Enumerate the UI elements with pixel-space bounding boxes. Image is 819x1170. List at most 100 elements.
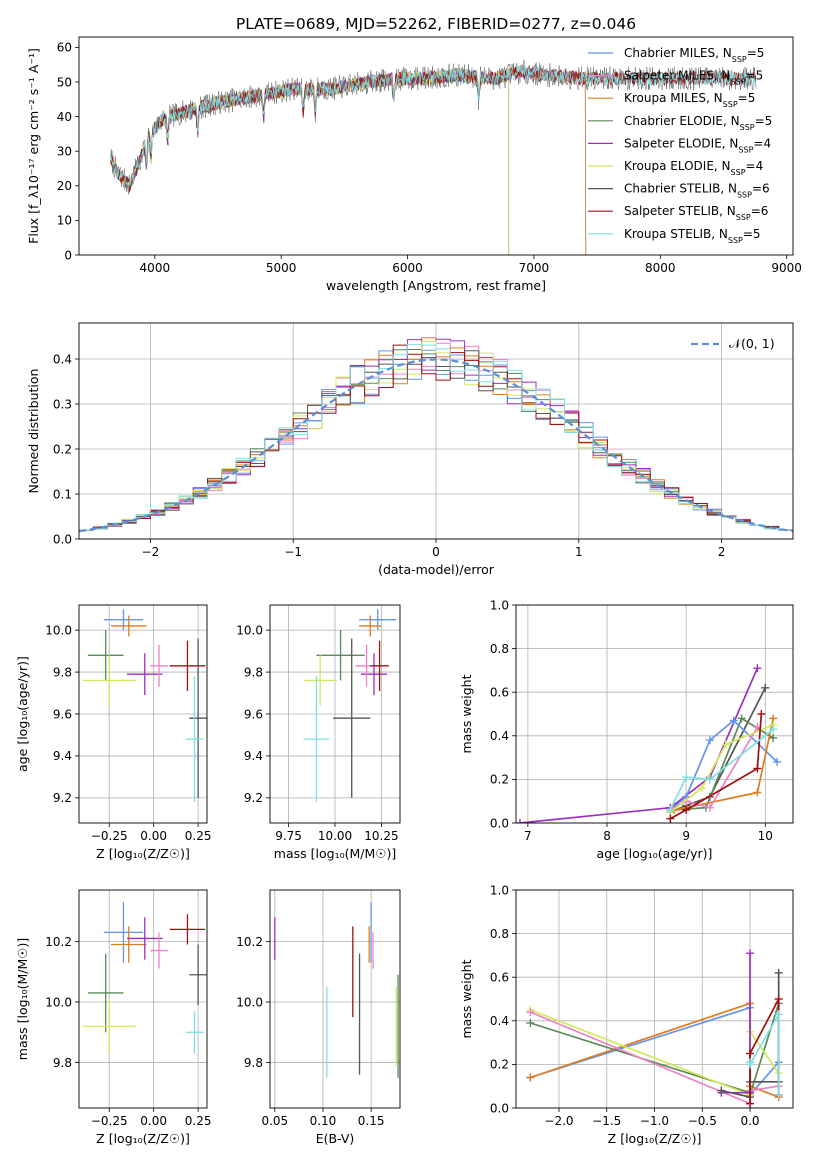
plot-area <box>526 949 783 1108</box>
y-tick-label: 0.0 <box>490 1101 509 1115</box>
x-tick-label: −1.0 <box>640 1114 669 1128</box>
series-marker <box>526 1073 535 1082</box>
y-tick-label: 9.8 <box>53 665 72 679</box>
chart-age-vs-Z: −0.25 0.00 0.25 9.2 9.4 9.6 9.8 10.0 Z [log₁₀(Z/… <box>15 604 211 861</box>
series-line <box>669 724 774 813</box>
y-tick-label: 10.0 <box>236 995 263 1009</box>
series-marker <box>526 1018 535 1027</box>
axes: 7 8 9 10 0.0 0.2 0.4 0.6 0.8 1.0 age [log₁₀(age/yr… <box>459 598 794 861</box>
x-tick-label: −0.5 <box>688 1114 717 1128</box>
y-tick-label: 10.0 <box>236 623 263 637</box>
x-axis-label: Z [log₁₀(Z/Z☉)] <box>608 1131 702 1146</box>
y-tick-label: 0.2 <box>490 773 509 787</box>
plot-area <box>82 902 207 1054</box>
x-tick-label: 5000 <box>266 261 297 275</box>
axes-frame <box>269 889 401 1109</box>
errorbar-point <box>316 630 365 681</box>
series-marker <box>526 1008 535 1017</box>
y-tick-label: 20 <box>57 179 72 193</box>
x-axis-label: Z [log₁₀(Z/Z☉)] <box>96 846 190 861</box>
x-tick-label: 0.0 <box>740 1114 759 1128</box>
errorbar-point <box>303 655 337 706</box>
errorbar-point <box>361 653 387 696</box>
axes-frame <box>515 604 794 824</box>
y-axis-label: mass weight <box>459 959 474 1038</box>
legend-entry: Salpeter STELIB, NSSP=6 <box>624 204 768 222</box>
errorbar-point <box>189 944 207 1006</box>
series-marker <box>774 1010 783 1019</box>
x-tick-label: −0.25 <box>91 829 128 843</box>
y-tick-label: 0.2 <box>490 1058 509 1072</box>
x-tick-label: −1.5 <box>592 1114 621 1128</box>
plot-area <box>303 609 397 803</box>
x-tick-label: −1 <box>284 545 302 559</box>
series-marker <box>682 773 691 782</box>
chart-mass-vs-ebv: 0.05 0.10 0.15 9.8 10.0 10.2 E(B-V) <box>236 889 401 1146</box>
x-tick-label: 0.25 <box>185 1114 212 1128</box>
axes-frame <box>78 36 794 256</box>
y-tick-label: 0.4 <box>490 729 509 743</box>
y-tick-label: 10 <box>57 214 72 228</box>
y-tick-label: 0.3 <box>53 397 72 411</box>
legend-entry: Salpeter MILES, NSSP=5 <box>624 69 763 87</box>
y-axis-label: mass weight <box>459 674 474 753</box>
x-tick-label: 2 <box>718 545 726 559</box>
x-tick-label: 9000 <box>771 261 802 275</box>
x-axis-label: E(B-V) <box>316 1131 355 1146</box>
y-tick-label: 0 <box>64 248 72 262</box>
axes-frame <box>78 322 794 540</box>
x-tick-label: 9 <box>682 829 690 843</box>
y-tick-label: 0.1 <box>53 487 72 501</box>
y-tick-label: 10.2 <box>236 935 263 949</box>
x-tick-label: 10 <box>758 829 773 843</box>
chart-mass-weight-vs-age: 7 8 9 10 0.0 0.2 0.4 0.6 0.8 1.0 age [log₁₀(age/yr… <box>459 598 794 861</box>
x-tick-label: 1 <box>575 545 583 559</box>
axes: 4000 5000 6000 7000 8000 9000 0 10 20 30 40 50 60 wav… <box>26 36 802 293</box>
series-marker <box>737 714 746 723</box>
model-spectrum <box>110 64 587 255</box>
errorbar-point <box>370 640 389 691</box>
y-tick-label: 9.2 <box>244 791 263 805</box>
plot-area <box>274 902 399 1078</box>
legend: 𝒩(0, 1) <box>691 336 775 351</box>
chart-mass-weight-vs-Z: −2.0 −1.5 −1.0 −0.5 0.0 0.0 0.2 0.4 0.6 0.8 1.0 Z [… <box>459 883 794 1146</box>
errorbar-point <box>169 914 206 945</box>
y-tick-label: 1.0 <box>490 598 509 612</box>
figure-title: PLATE=0689, MJD=52262, FIBERID=0277, z=0… <box>236 15 636 33</box>
errorbar-point <box>111 926 147 963</box>
errorbar-point <box>150 644 168 687</box>
series-marker <box>753 788 762 797</box>
series-marker <box>774 968 783 977</box>
x-tick-label: 0.10 <box>310 1114 337 1128</box>
x-tick-label: 8000 <box>645 261 676 275</box>
x-tick-label: 10.25 <box>364 829 398 843</box>
plot-area <box>110 59 757 255</box>
errorbar-point <box>303 676 330 803</box>
x-tick-label: −2.0 <box>544 1114 573 1128</box>
y-tick-label: 9.8 <box>244 1056 263 1070</box>
y-tick-label: 9.8 <box>53 1056 72 1070</box>
series-marker <box>769 725 778 734</box>
y-tick-label: 10.0 <box>45 623 72 637</box>
series-marker <box>666 805 675 814</box>
legend-entry: Chabrier STELIB, NSSP=6 <box>624 182 770 200</box>
y-tick-label: 0.2 <box>53 442 72 456</box>
errorbar-point <box>359 615 382 637</box>
series-line <box>669 728 774 811</box>
series-marker <box>769 733 778 742</box>
y-axis-label: mass [log₁₀(M/M☉)] <box>15 938 30 1060</box>
series-marker <box>746 1099 755 1108</box>
series-marker <box>705 736 714 745</box>
y-tick-label: 30 <box>57 144 72 158</box>
y-tick-label: 0.6 <box>490 971 509 985</box>
y-tick-label: 0.0 <box>53 532 72 546</box>
axes-frame <box>515 889 794 1109</box>
axes: −2 −1 0 1 2 0.0 0.1 0.2 0.3 0.4 (data-model)/error… <box>26 322 794 577</box>
y-tick-label: 40 <box>57 110 72 124</box>
y-tick-label: 9.4 <box>53 749 72 763</box>
x-tick-label: 0.15 <box>358 1114 385 1128</box>
series-marker <box>746 1049 755 1058</box>
series-marker <box>729 716 738 725</box>
chart-mass-vs-Z: −0.25 0.00 0.25 9.8 10.0 10.2 Z [log₁₀(Z/Z☉)] m… <box>15 889 212 1146</box>
